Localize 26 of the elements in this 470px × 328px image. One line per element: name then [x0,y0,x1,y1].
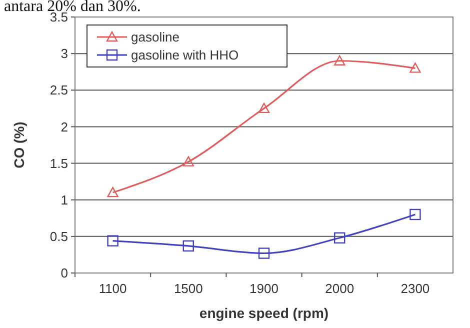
y-tick-label: 1.5 [50,156,68,171]
y-tick-label: 2 [60,119,68,134]
point [107,186,118,198]
y-tick-label: 0 [60,266,68,281]
y-axis-title: CO (%) [11,122,27,168]
point [410,208,421,220]
legend-label: gasoline [131,30,180,45]
x-axis-title: engine speed (rpm) [199,305,329,321]
point [107,235,118,246]
x-tick-label: 2000 [325,281,354,296]
y-tick-label: 1 [60,192,68,208]
point [258,248,270,259]
point [258,102,270,114]
point [182,240,194,252]
point [334,232,346,244]
x-tick-label: 1900 [250,281,278,296]
x-tick-label: 1100 [98,281,127,296]
point [410,62,421,73]
legend-label: gasoline with HHO [131,48,239,63]
y-tick-label: 0.5 [50,228,68,244]
point [182,156,194,166]
x-tick-label: 1500 [174,281,203,296]
y-tick-label: 2.5 [50,82,68,98]
x-tick-label: 2300 [400,281,430,296]
y-tick-label: 3 [60,46,68,62]
point [334,55,346,66]
